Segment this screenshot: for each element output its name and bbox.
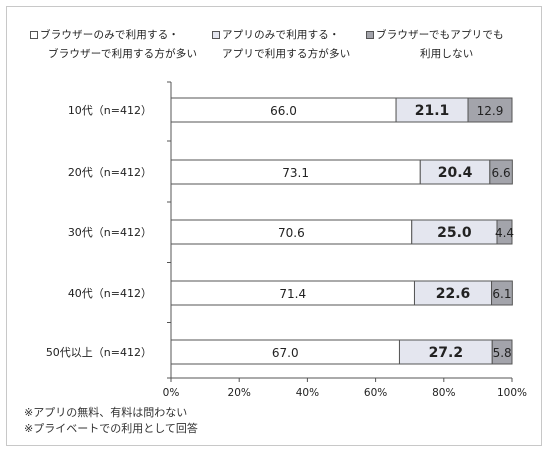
data-label-1-2: 6.6 xyxy=(492,166,511,180)
bar-segment-4-1 xyxy=(398,339,493,365)
data-label-2-1: 25.0 xyxy=(437,225,472,241)
legend-label-browser-line1: ブラウザーのみで利用する・ xyxy=(40,29,180,41)
x-tick-label-1: 20% xyxy=(228,387,251,399)
footnote-2: ※プライベートでの利用として回答 xyxy=(24,422,198,435)
legend-label-none-line1: ブラウザーでもアプリでも xyxy=(376,29,504,41)
data-label-3-0: 71.4 xyxy=(279,287,306,301)
bar-segment-2-0 xyxy=(170,219,413,245)
data-label-2-0: 70.6 xyxy=(278,226,305,240)
category-label-4: 50代以上（n=412） xyxy=(46,346,152,359)
legend-label-app-line1: アプリのみで利用する・ xyxy=(222,29,340,41)
bar-segment-1-1 xyxy=(419,159,491,185)
legend-swatch-none xyxy=(366,31,374,39)
legend-swatch-app xyxy=(212,31,220,39)
x-tick-label-0: 0% xyxy=(163,387,180,399)
data-label-0-1: 21.1 xyxy=(415,103,450,119)
legend-swatch-browser xyxy=(30,31,38,39)
data-label-4-2: 5.8 xyxy=(493,346,512,360)
footnotes: ※アプリの無料、有料は問わない ※プライベートでの利用として回答 xyxy=(24,405,198,437)
data-label-0-0: 66.0 xyxy=(270,104,297,118)
chart-legend: ブラウザーのみで利用する・ ブラウザーで利用する方が多い アプリのみで利用する・… xyxy=(30,26,540,70)
bar-segment-0-1 xyxy=(395,97,469,123)
x-tick-label-4: 80% xyxy=(432,387,455,399)
category-label-1: 20代（n=412） xyxy=(68,166,152,179)
bar-segment-0-2 xyxy=(467,97,513,123)
legend-label-browser-line2: ブラウザーで利用する方が多い xyxy=(48,48,198,60)
data-label-3-2: 6.1 xyxy=(492,287,511,301)
bar-segment-0-0 xyxy=(170,97,397,123)
data-label-2-2: 4.4 xyxy=(495,226,514,240)
data-label-1-0: 73.1 xyxy=(282,166,309,180)
data-label-4-1: 27.2 xyxy=(429,345,464,361)
bar-segment-4-0 xyxy=(170,339,400,365)
bar-segment-1-2 xyxy=(489,159,513,185)
legend-label-none-line2: 利用しない xyxy=(420,48,474,60)
category-label-0: 10代（n=412） xyxy=(68,104,152,117)
bar-segment-3-1 xyxy=(413,280,493,306)
footnote-1: ※アプリの無料、有料は問わない xyxy=(24,406,188,419)
x-tick-label-5: 100% xyxy=(497,387,527,399)
category-label-2: 30代（n=412） xyxy=(68,226,152,239)
bar-segment-2-1 xyxy=(411,219,498,245)
legend-label-app-line2: アプリで利用する方が多い xyxy=(222,48,351,60)
data-label-0-2: 12.9 xyxy=(477,104,504,118)
data-label-3-1: 22.6 xyxy=(436,286,471,302)
x-tick-label-2: 40% xyxy=(296,387,319,399)
bar-segment-4-2 xyxy=(491,339,513,365)
x-tick-label-3: 60% xyxy=(364,387,387,399)
bar-segment-2-2 xyxy=(496,219,513,245)
bar-segment-3-0 xyxy=(170,280,415,306)
bar-segment-3-2 xyxy=(491,280,513,306)
bar-segment-1-0 xyxy=(170,159,421,185)
data-label-4-0: 67.0 xyxy=(272,346,299,360)
category-label-3: 40代（n=412） xyxy=(68,287,152,300)
data-label-1-1: 20.4 xyxy=(438,165,473,181)
